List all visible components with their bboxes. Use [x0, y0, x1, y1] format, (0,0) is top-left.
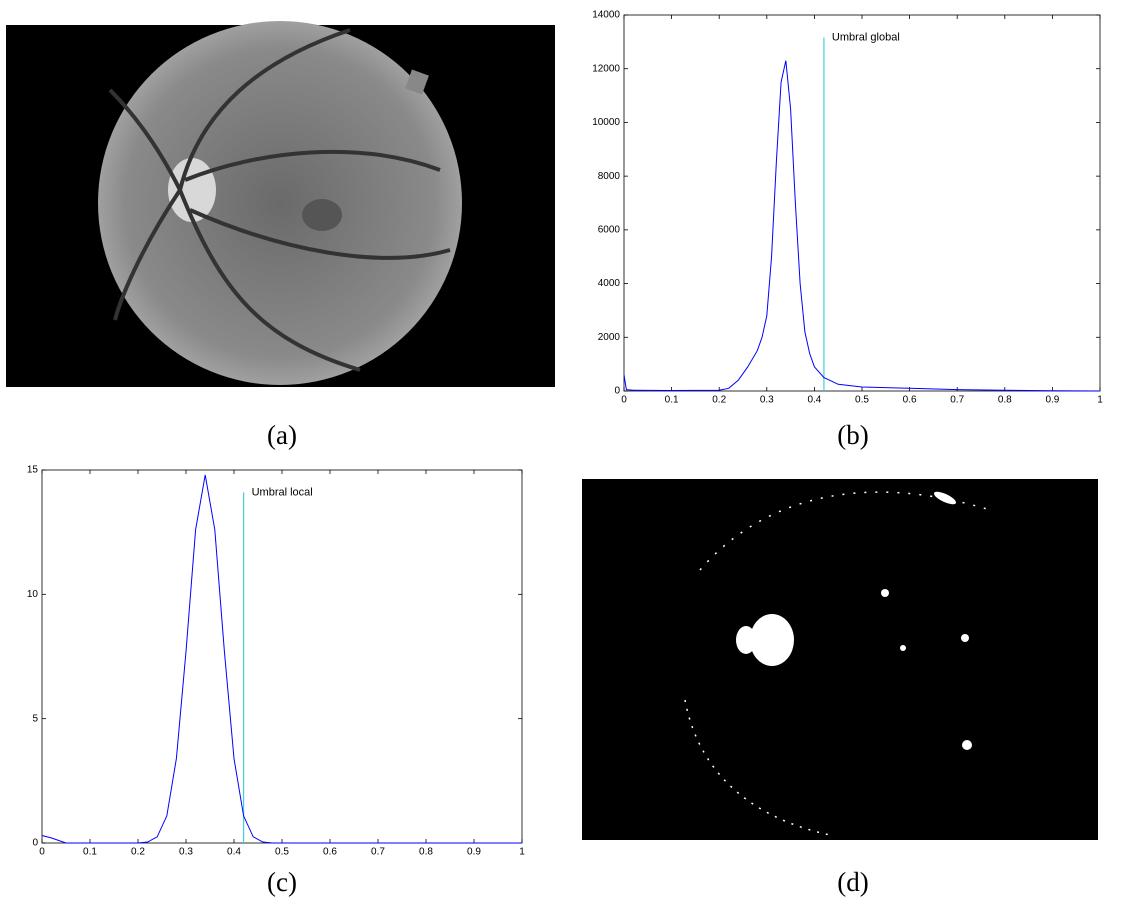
- x-tick-label: 0.6: [903, 395, 917, 406]
- x-tick-label: 0.4: [807, 395, 821, 406]
- y-tick-label: 14000: [592, 10, 620, 21]
- x-tick-label: 1: [1097, 395, 1103, 406]
- y-tick-label: 5: [32, 713, 38, 724]
- y-tick-label: 15: [27, 465, 39, 476]
- x-tick-label: 0.3: [179, 847, 193, 858]
- y-tick-label: 12000: [592, 63, 620, 74]
- x-tick-label: 0.1: [83, 847, 97, 858]
- x-tick-label: 0.9: [467, 847, 481, 858]
- caption: (b): [837, 420, 868, 450]
- y-tick-label: 2000: [598, 332, 621, 343]
- x-tick-label: 0.2: [131, 847, 145, 858]
- x-tick-label: 0.2: [712, 395, 726, 406]
- y-tick-label: 10000: [592, 117, 620, 128]
- y-tick-label: 4000: [598, 278, 621, 289]
- plot-frame: [623, 14, 1101, 392]
- y-tick-label: 6000: [598, 224, 621, 235]
- y-tick-label: 8000: [598, 171, 621, 182]
- x-tick-label: 0.3: [760, 395, 774, 406]
- x-tick-label: 0.9: [1045, 395, 1059, 406]
- y-tick-label: 0: [614, 386, 620, 397]
- y-tick-label: 0: [32, 838, 38, 849]
- caption: (a): [267, 420, 297, 450]
- x-tick-label: 0.1: [665, 395, 679, 406]
- y-tick-label: 10: [27, 589, 39, 600]
- x-tick-label: 0.7: [371, 847, 385, 858]
- x-tick-label: 0.7: [950, 395, 964, 406]
- annotation: Umbral global: [832, 31, 900, 43]
- x-tick-label: 1: [519, 847, 525, 858]
- caption: (c): [267, 867, 297, 897]
- x-tick-label: 0.5: [275, 847, 289, 858]
- x-tick-label: 0: [621, 395, 627, 406]
- plot-frame: [41, 469, 523, 844]
- x-tick-label: 0.5: [855, 395, 869, 406]
- panel-d-image: [582, 479, 1098, 840]
- panel-a-image: [6, 21, 555, 387]
- annotation: Umbral local: [252, 486, 313, 498]
- x-tick-label: 0.8: [998, 395, 1012, 406]
- data-line: [623, 60, 1101, 392]
- caption: (d): [837, 867, 868, 897]
- data-line: [41, 474, 522, 844]
- x-tick-label: 0.8: [419, 847, 433, 858]
- x-tick-label: 0.6: [323, 847, 337, 858]
- x-tick-label: 0: [39, 847, 45, 858]
- x-tick-label: 0.4: [227, 847, 241, 858]
